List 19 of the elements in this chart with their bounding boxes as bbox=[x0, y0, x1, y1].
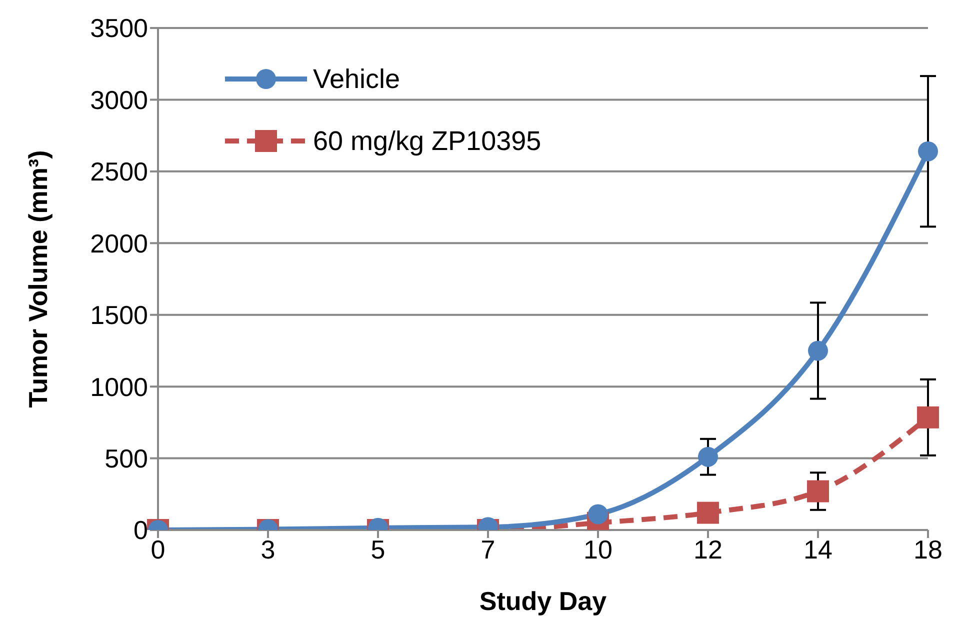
x-tick-label: 5 bbox=[370, 534, 386, 564]
y-tick-label: 3000 bbox=[90, 84, 148, 115]
y-tick-label: 2500 bbox=[90, 156, 148, 187]
y-axis-title: Tumor Volume (mm³) bbox=[23, 150, 54, 408]
x-tick-label: 12 bbox=[694, 534, 722, 564]
y-tick-label: 0 bbox=[134, 515, 148, 546]
y-tick-label: 2000 bbox=[90, 228, 148, 258]
x-tick-label: 18 bbox=[914, 534, 942, 564]
x-tick-label: 10 bbox=[584, 534, 612, 564]
legend-label: Vehicle bbox=[313, 64, 400, 94]
x-tick-label: 14 bbox=[804, 534, 832, 564]
y-tick-label: 1000 bbox=[90, 372, 148, 402]
legend-label: 60 mg/kg ZP10395 bbox=[313, 126, 542, 156]
x-axis-title: Study Day bbox=[479, 586, 608, 616]
y-tick-label: 500 bbox=[104, 444, 148, 474]
y-tick-label: 1500 bbox=[90, 300, 148, 330]
x-tick-label: 3 bbox=[260, 534, 276, 564]
x-tick-label: 7 bbox=[480, 534, 496, 564]
y-tick-label: 3500 bbox=[90, 13, 148, 44]
